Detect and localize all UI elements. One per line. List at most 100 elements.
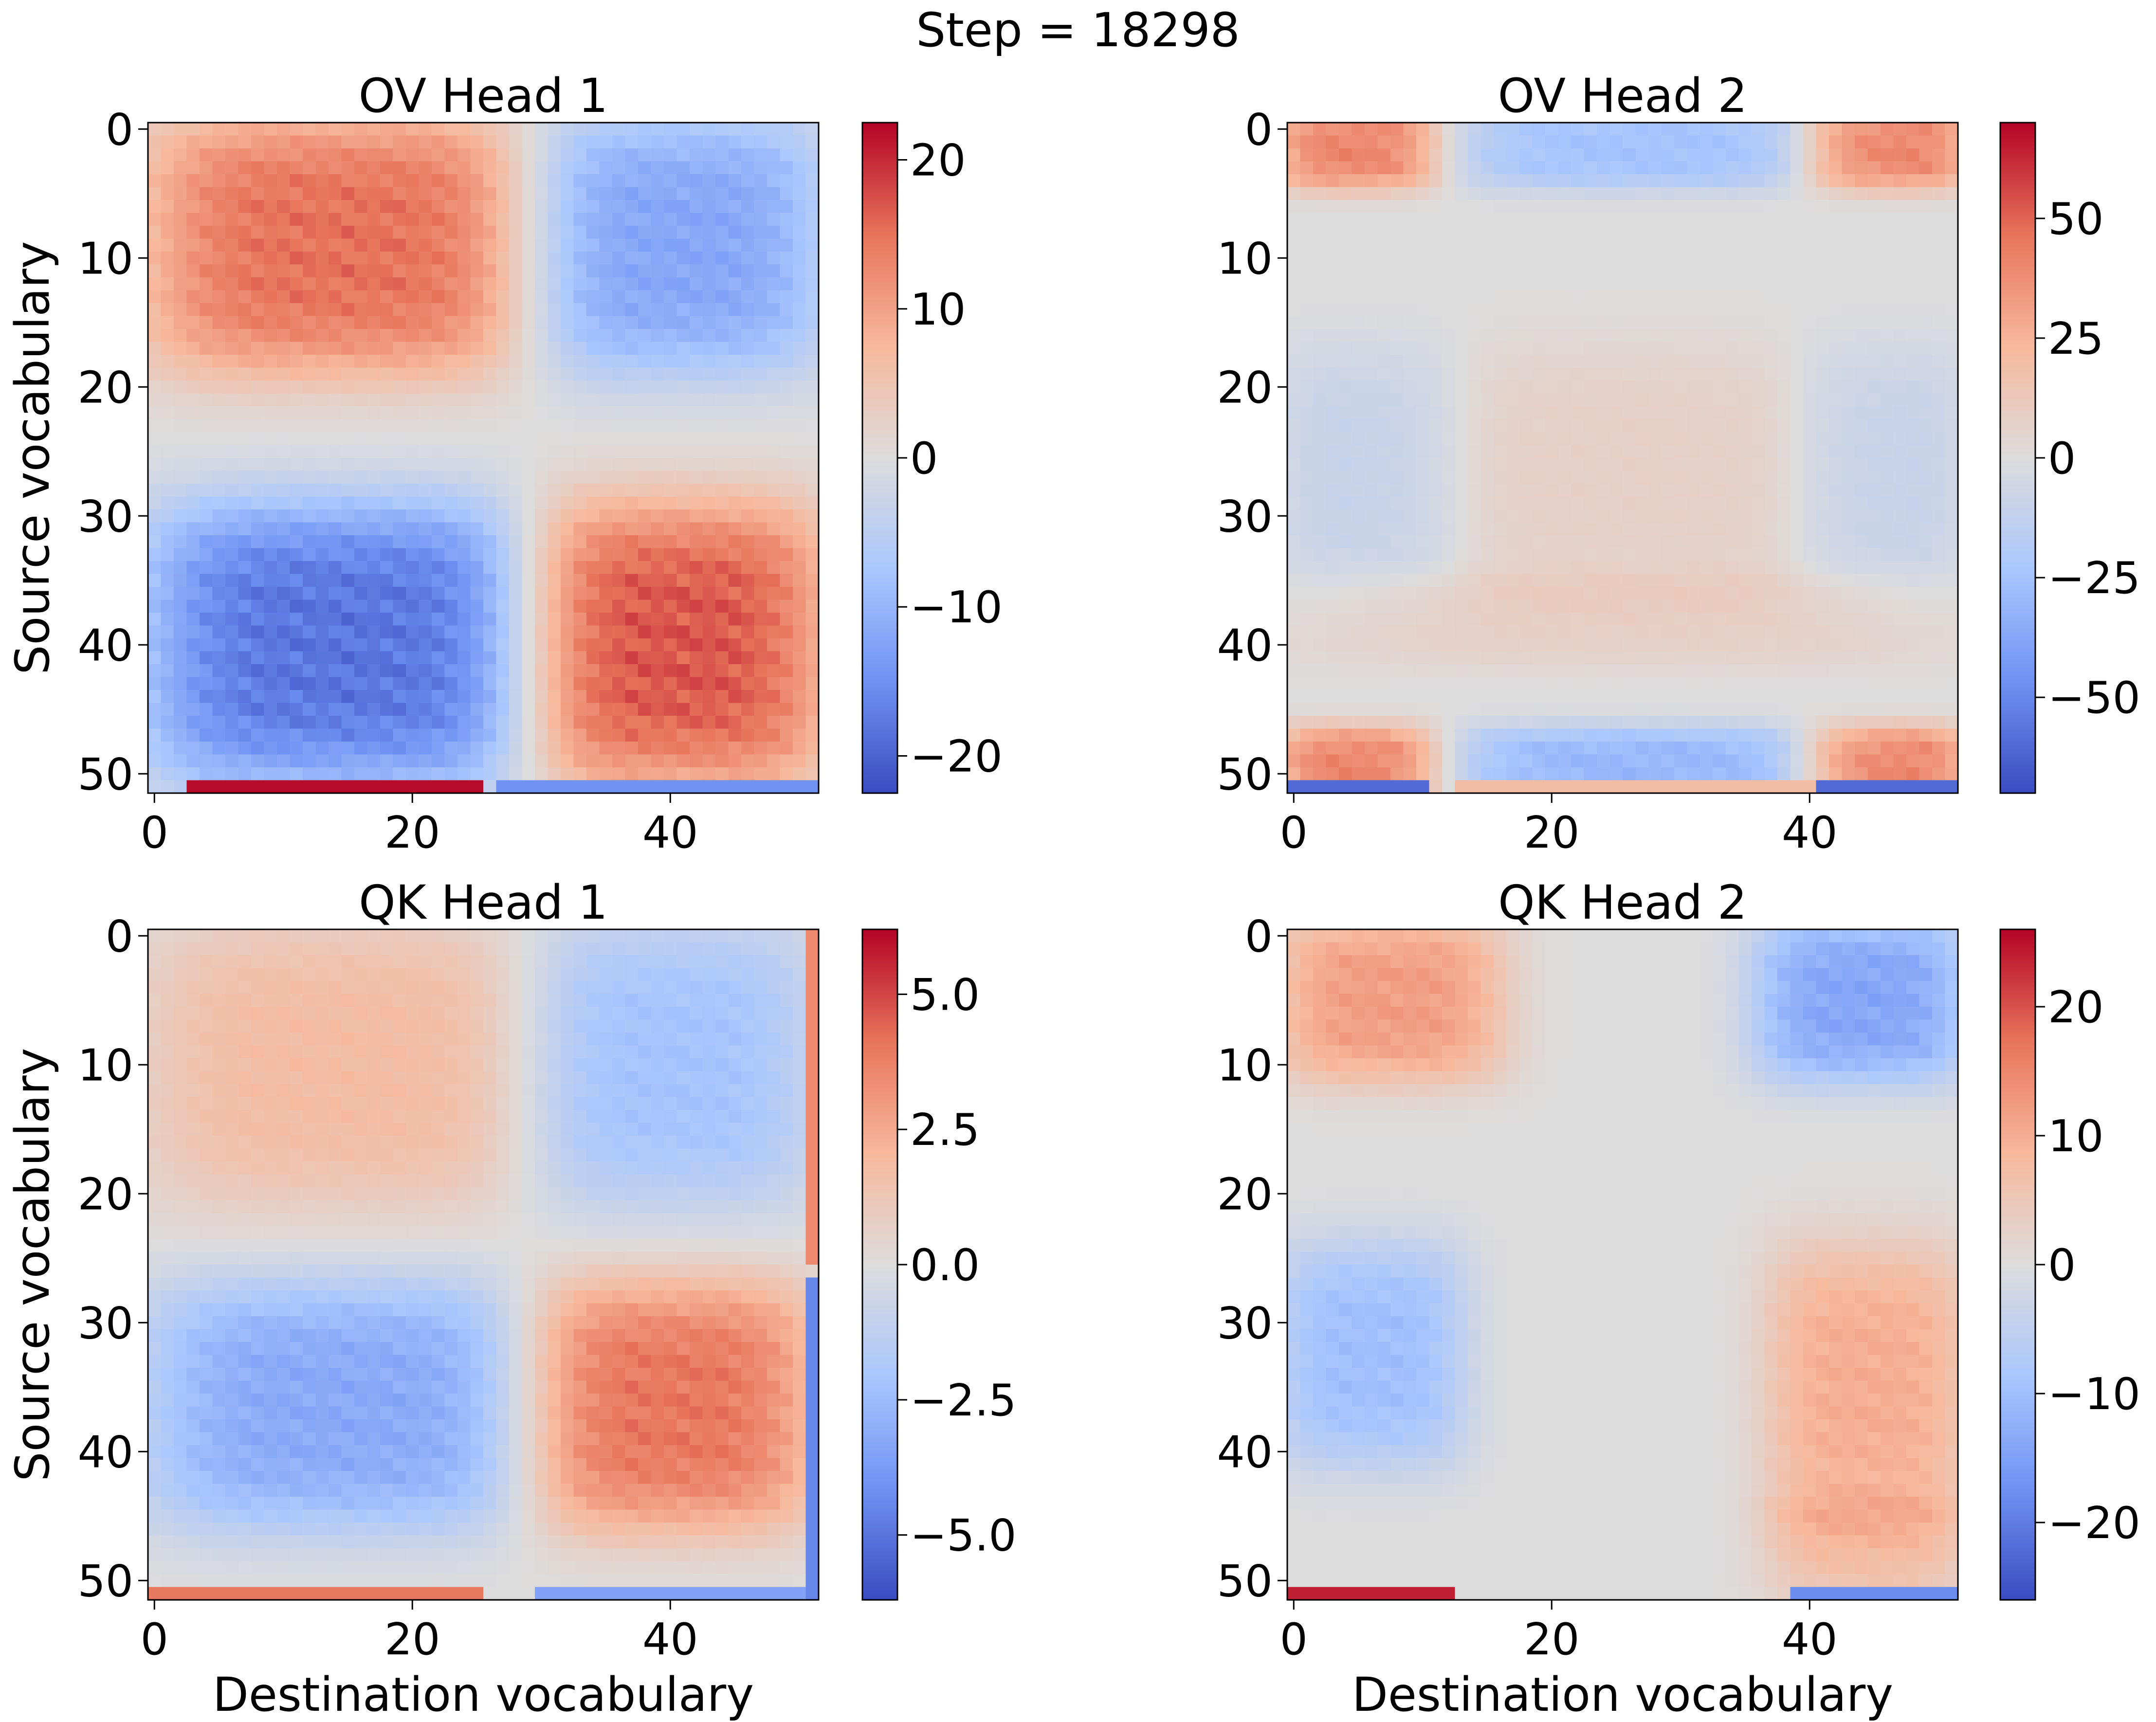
heatmap-cell: [277, 638, 291, 652]
heatmap-cell: [1623, 252, 1636, 265]
heatmap-cell: [1584, 445, 1597, 458]
heatmap-cell: [186, 613, 200, 626]
heatmap-cell: [354, 252, 368, 265]
heatmap-cell: [1816, 264, 1829, 278]
heatmap-cell: [690, 200, 703, 214]
heatmap-cell: [741, 432, 755, 446]
heatmap-cell: [1919, 548, 1933, 562]
heatmap-cell: [1506, 496, 1520, 510]
heatmap-cell: [612, 277, 626, 291]
heatmap-cell: [1842, 574, 1855, 587]
heatmap-cell: [1506, 458, 1520, 471]
heatmap-cell: [1377, 264, 1391, 278]
heatmap-cell: [1777, 329, 1791, 343]
heatmap-cell: [1416, 148, 1430, 162]
heatmap-cell: [1480, 535, 1494, 549]
heatmap-cell: [290, 355, 303, 368]
heatmap-cell: [664, 561, 677, 575]
heatmap-cell: [1932, 367, 1946, 381]
heatmap-cell: [805, 613, 819, 626]
heatmap-cell: [225, 406, 239, 420]
heatmap-cell: [329, 406, 342, 420]
heatmap-cell: [638, 471, 652, 484]
heatmap-cell: [754, 471, 767, 484]
heatmap-cell: [754, 213, 767, 226]
heatmap-cell: [690, 780, 703, 794]
heatmap-cell: [238, 587, 252, 600]
heatmap-cell: [599, 613, 613, 626]
heatmap-cell: [212, 135, 226, 149]
heatmap-cell: [599, 651, 613, 665]
heatmap-cell: [702, 355, 716, 368]
heatmap-cell: [432, 290, 445, 304]
heatmap-cell: [341, 535, 355, 549]
y-tick-label: 20: [77, 362, 133, 413]
heatmap-cell: [432, 161, 445, 175]
heatmap-cell: [148, 496, 162, 510]
heatmap-cell: [1339, 664, 1352, 678]
heatmap-cell: [741, 161, 755, 175]
heatmap-cell: [1532, 574, 1546, 587]
heatmap-cell: [161, 716, 174, 729]
heatmap-cell: [1571, 587, 1585, 600]
heatmap-cell: [1855, 599, 1868, 613]
heatmap-cell: [1416, 393, 1430, 407]
heatmap-cell: [1339, 381, 1352, 394]
heatmap-cell: [599, 496, 613, 510]
heatmap-cell: [483, 742, 497, 755]
heatmap-cell: [419, 406, 432, 420]
heatmap-cell: [1416, 367, 1430, 381]
heatmap-cell: [457, 561, 471, 575]
heatmap-cell: [1455, 342, 1468, 355]
heatmap-cell: [1326, 496, 1339, 510]
heatmap-cell: [1803, 574, 1817, 587]
heatmap-cell: [1623, 638, 1636, 652]
heatmap-cell: [1494, 252, 1507, 265]
heatmap-cell: [625, 406, 639, 420]
heatmap-cell: [315, 703, 329, 716]
heatmap-cell: [1803, 135, 1817, 149]
heatmap-cell: [212, 716, 226, 729]
heatmap-cell: [1468, 367, 1481, 381]
heatmap-cell: [1597, 561, 1610, 575]
heatmap-cell: [1494, 664, 1507, 678]
heatmap-cell: [1352, 148, 1365, 162]
heatmap-cell: [1687, 174, 1700, 188]
heatmap-cell: [303, 135, 316, 149]
heatmap-cell: [1687, 432, 1700, 446]
heatmap-cell: [1584, 174, 1597, 188]
heatmap-cell: [1816, 367, 1829, 381]
heatmap-cell: [148, 677, 162, 690]
heatmap-cell: [1726, 664, 1739, 678]
heatmap-cell: [767, 484, 781, 497]
heatmap-cell: [1738, 496, 1752, 510]
heatmap-cell: [367, 252, 381, 265]
heatmap-cell: [1300, 484, 1314, 497]
heatmap-cell: [1326, 342, 1339, 355]
heatmap-cell: [509, 381, 523, 394]
heatmap-cell: [586, 135, 600, 149]
heatmap-cell: [315, 290, 329, 304]
heatmap-cell: [406, 574, 420, 587]
heatmap-cell: [1829, 471, 1843, 484]
heatmap-cell: [1635, 484, 1649, 497]
heatmap-cell: [1494, 213, 1507, 226]
heatmap-cell: [1339, 316, 1352, 329]
heatmap-cell: [1326, 548, 1339, 562]
heatmap-cell: [1300, 393, 1314, 407]
heatmap-cell: [1945, 548, 1958, 562]
heatmap-cell: [741, 677, 755, 690]
heatmap-cell: [303, 535, 316, 549]
heatmap-cell: [535, 548, 548, 562]
heatmap-cell: [212, 638, 226, 652]
heatmap-cell: [329, 329, 342, 343]
heatmap-cell: [1893, 264, 1907, 278]
heatmap-cell: [1313, 458, 1327, 471]
heatmap-cell: [664, 406, 677, 420]
heatmap-cell: [509, 303, 523, 317]
heatmap-cell: [1571, 200, 1585, 214]
heatmap-cell: [174, 316, 187, 329]
heatmap-cell: [1609, 419, 1623, 433]
heatmap-cell: [573, 471, 587, 484]
heatmap-cell: [1635, 445, 1649, 458]
